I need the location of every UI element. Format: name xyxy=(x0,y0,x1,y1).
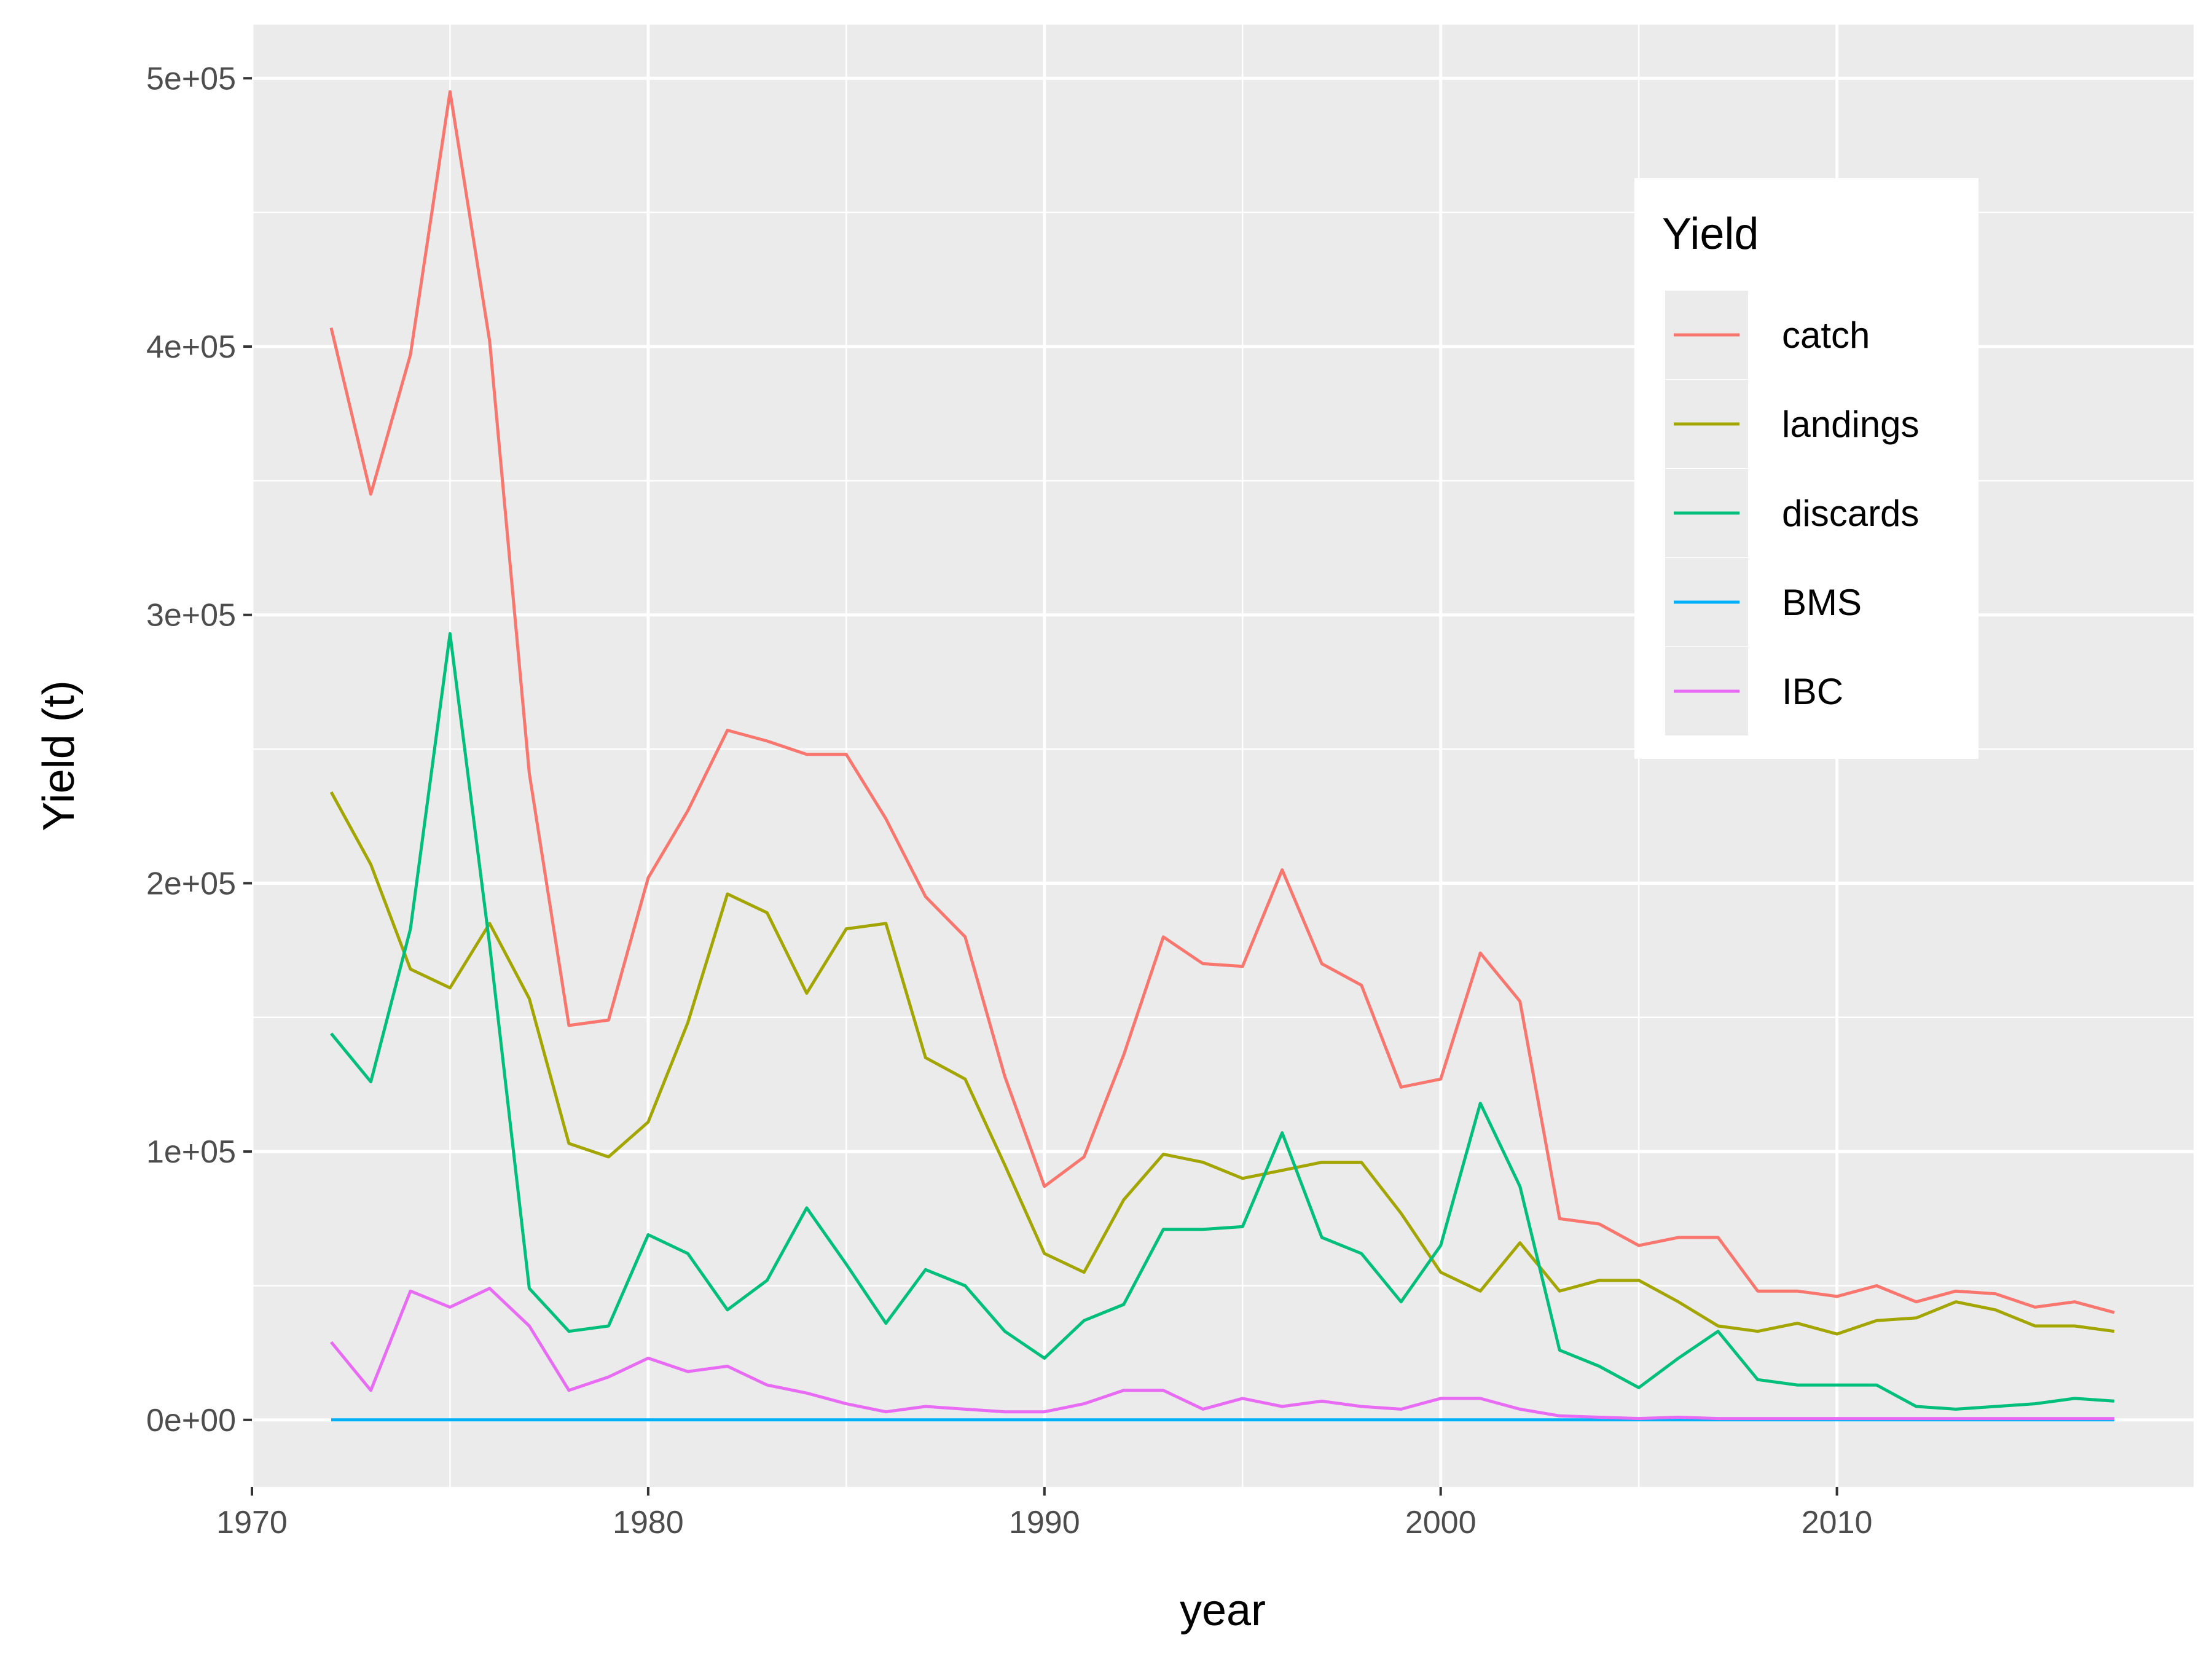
legend-label-bms: BMS xyxy=(1782,582,1862,623)
y-tick-label: 3e+05 xyxy=(146,598,236,633)
legend-label-ibc: IBC xyxy=(1782,671,1843,712)
x-axis-title: year xyxy=(1180,1586,1266,1635)
legend-label-catch: catch xyxy=(1782,315,1870,356)
legend-items: catch landings discards BMS IBC xyxy=(1665,291,1920,735)
legend: Yield catch landings discards BMS IBC xyxy=(1634,178,1979,759)
series-line-catch xyxy=(329,90,2115,1314)
x-tick-label: 1990 xyxy=(1009,1505,1080,1540)
legend-label-discards: discards xyxy=(1782,493,1919,534)
legend-label-landings: landings xyxy=(1782,404,1920,445)
y-axis-title: Yield (t) xyxy=(34,680,84,831)
y-tick-label: 2e+05 xyxy=(146,866,236,901)
series-line-landings xyxy=(329,791,2115,1336)
y-tick-label: 4e+05 xyxy=(146,329,236,365)
y-tick-label: 5e+05 xyxy=(146,61,236,96)
series-line-discards xyxy=(330,632,2115,1411)
x-tick-labels: 1970 1980 1990 2000 2010 xyxy=(216,1505,1872,1540)
x-tick-label: 2010 xyxy=(1802,1505,1873,1540)
y-tick-label: 1e+05 xyxy=(146,1134,236,1170)
y-tick-labels: 0e+00 1e+05 2e+05 3e+05 4e+05 5e+05 xyxy=(146,61,236,1438)
legend-title: Yield xyxy=(1662,210,1759,259)
series-line-ibc xyxy=(330,1287,2114,1421)
y-tick-label: 0e+00 xyxy=(146,1403,236,1438)
axis-ticks xyxy=(243,77,1838,1496)
x-tick-label: 1970 xyxy=(216,1505,288,1540)
x-tick-label: 2000 xyxy=(1405,1505,1477,1540)
x-tick-label: 1980 xyxy=(613,1505,684,1540)
series-lines xyxy=(329,90,2115,1422)
